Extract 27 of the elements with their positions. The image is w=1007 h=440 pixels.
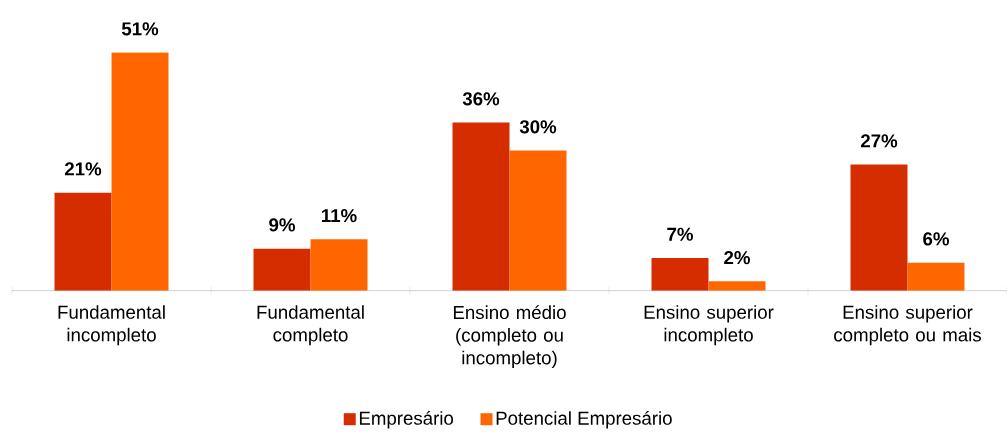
legend-label: Potencial Empresário <box>496 410 672 429</box>
data-label: 7% <box>667 227 693 241</box>
bar <box>651 257 709 291</box>
data-label: 30% <box>519 120 557 134</box>
x-tick-label: Fundamental completo <box>257 305 364 346</box>
x-tick-label: Ensino superior completo ou mais <box>834 305 981 346</box>
bar <box>253 248 311 291</box>
bar <box>111 52 169 291</box>
x-tick-label: Ensino médio (completo ou incompleto) <box>453 305 566 369</box>
data-label: 27% <box>860 134 898 148</box>
bar <box>708 281 766 291</box>
data-label: 36% <box>462 92 500 106</box>
bar <box>850 164 908 291</box>
bar <box>54 192 112 291</box>
x-tick-label: Ensino superior incompleto <box>644 305 774 346</box>
bar <box>310 239 368 291</box>
data-label: 11% <box>322 209 357 223</box>
bar <box>907 262 965 291</box>
bar <box>452 122 510 291</box>
data-label: 9% <box>269 218 295 232</box>
data-label: 6% <box>923 232 949 246</box>
bar <box>509 150 567 291</box>
data-label: 2% <box>724 250 750 265</box>
data-label: 51% <box>121 22 159 36</box>
data-label: 21% <box>64 162 102 176</box>
x-tick-label: Fundamental incompleto <box>58 305 165 346</box>
legend-label: Empresário <box>359 410 454 429</box>
